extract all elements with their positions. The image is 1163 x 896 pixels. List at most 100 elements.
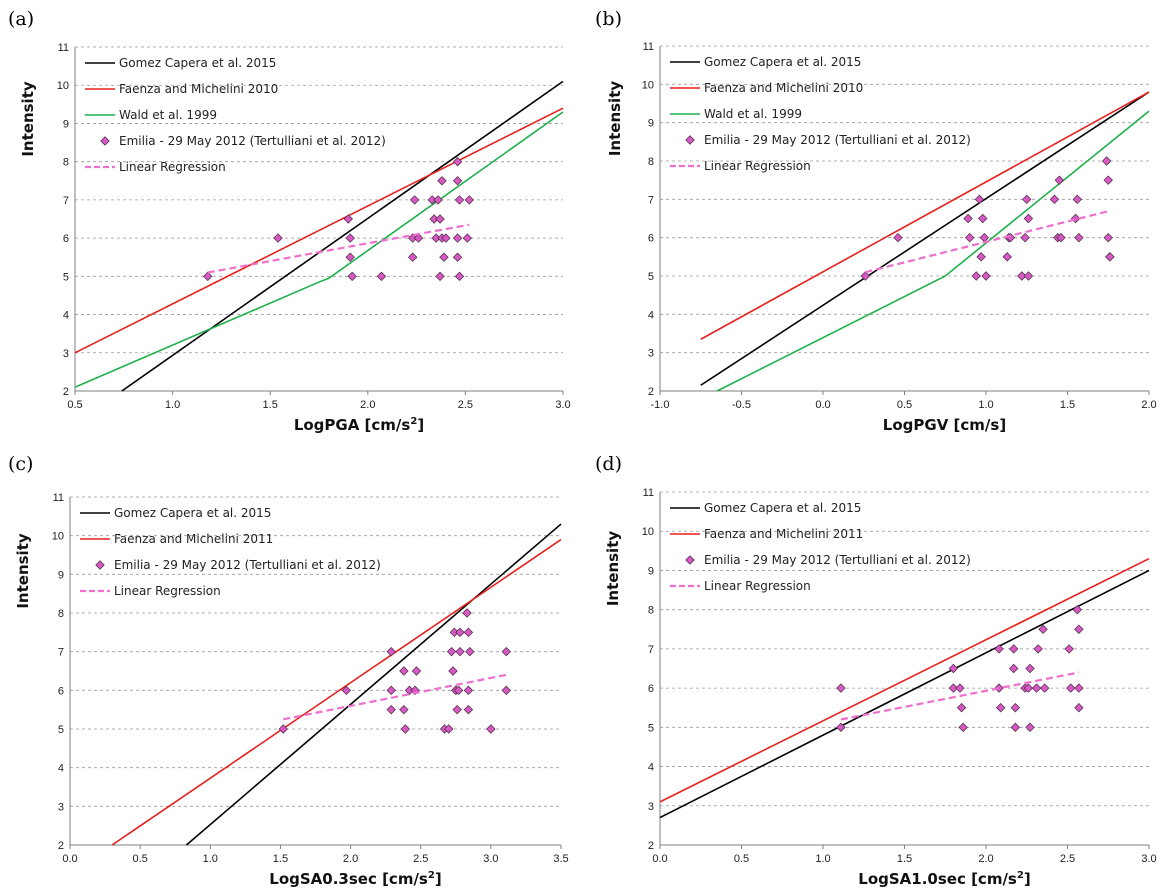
x-axis-title: LogSA1.0sec [cm/s2] xyxy=(858,870,1030,888)
data-point xyxy=(411,666,422,676)
x-tick-label: 3.0 xyxy=(555,399,570,411)
data-point xyxy=(345,233,355,243)
data-point xyxy=(1023,213,1034,224)
series-line xyxy=(700,91,1150,340)
x-tick-label: 3.0 xyxy=(1141,853,1156,865)
series-line xyxy=(283,673,507,721)
x-tick-label: 1.5 xyxy=(897,853,912,865)
data-point xyxy=(1072,194,1082,205)
y-tick-label: 8 xyxy=(648,156,654,168)
y-tick-label: 11 xyxy=(643,41,654,53)
legend-label: Emilia - 29 May 2012 (Tertulliani et al.… xyxy=(704,133,971,147)
series-line xyxy=(716,110,1150,392)
data-point xyxy=(452,704,462,715)
legend-label: Faenza and Michelini 2011 xyxy=(114,532,273,546)
y-axis-title: Intensity xyxy=(14,533,32,609)
x-tick-label: 3.5 xyxy=(553,853,568,865)
legend-label: Emilia - 29 May 2012 (Tertulliani et al.… xyxy=(119,134,386,148)
data-point xyxy=(971,271,981,281)
y-tick-label: 7 xyxy=(63,195,69,207)
legend-marker xyxy=(685,555,695,565)
x-tick-label: 0.5 xyxy=(132,853,147,865)
data-point xyxy=(893,232,903,243)
y-tick-label: 3 xyxy=(648,801,654,813)
data-point xyxy=(958,722,968,733)
data-point xyxy=(836,722,846,733)
x-tick-label: 2.0 xyxy=(360,399,375,411)
data-point xyxy=(455,646,465,657)
chart-panel-d: (d) 2 3 4 5 6 7 8 9 10 11 0.0 0.5 1.0 1.5 2.0 2.5 3.0 LogS… xyxy=(595,453,1157,888)
series-line xyxy=(185,523,562,846)
data-point xyxy=(454,195,465,205)
y-tick-label: 5 xyxy=(648,271,654,283)
y-tick-label: 3 xyxy=(58,801,64,813)
data-point xyxy=(455,627,465,638)
data-point xyxy=(1033,644,1043,654)
data-point xyxy=(463,627,474,638)
legend-label: Faenza and Michelini 2011 xyxy=(704,527,863,541)
data-point xyxy=(1010,703,1021,713)
y-tick-label: 2 xyxy=(648,840,654,852)
data-point xyxy=(444,724,454,734)
data-point xyxy=(278,724,288,734)
y-tick-label: 9 xyxy=(648,565,654,577)
x-tick-label: -0.5 xyxy=(732,399,751,411)
data-point xyxy=(386,685,396,696)
data-point xyxy=(1105,252,1115,262)
data-point xyxy=(453,685,464,696)
y-tick-label: 9 xyxy=(63,118,69,130)
data-point xyxy=(1022,194,1032,205)
data-point xyxy=(994,644,1004,654)
legend-label: Linear Regression xyxy=(114,584,221,598)
series-line xyxy=(865,209,1111,274)
x-tick-label: 0.0 xyxy=(815,399,830,411)
data-point xyxy=(452,233,463,243)
superscript: 2 xyxy=(428,870,435,881)
data-point xyxy=(1064,644,1074,654)
y-tick-label: 2 xyxy=(63,386,69,398)
data-point xyxy=(446,646,457,657)
legend-label: Emilia - 29 May 2012 (Tertulliani et al.… xyxy=(704,553,971,567)
y-tick-label: 10 xyxy=(642,526,654,538)
y-tick-label: 2 xyxy=(58,840,64,852)
data-point xyxy=(441,233,451,243)
series-line xyxy=(207,223,470,274)
y-tick-label: 11 xyxy=(643,487,654,499)
data-point xyxy=(1070,213,1081,224)
legend-label: Linear Regression xyxy=(119,160,226,174)
y-tick-label: 5 xyxy=(58,724,64,736)
series-line xyxy=(840,671,1080,721)
y-tick-label: 4 xyxy=(58,763,64,775)
data-point xyxy=(1101,156,1112,166)
legend-label: Emilia - 29 May 2012 (Tertulliani et al.… xyxy=(114,558,381,572)
data-point xyxy=(341,685,352,696)
legend-label: Faenza and Michelini 2010 xyxy=(119,82,278,96)
data-point xyxy=(1074,624,1084,634)
superscript: 2 xyxy=(1017,870,1024,881)
data-point xyxy=(386,646,396,657)
x-tick-label: 1.5 xyxy=(1060,399,1075,411)
legend-label: Linear Regression xyxy=(704,159,811,173)
y-tick-label: 5 xyxy=(63,271,69,283)
data-point xyxy=(836,683,846,693)
data-point xyxy=(1023,271,1034,281)
data-point xyxy=(1038,624,1048,634)
data-point xyxy=(1072,604,1082,615)
x-tick-label: 2.5 xyxy=(413,853,428,865)
y-tick-label: 7 xyxy=(648,644,654,656)
x-axis-title: LogPGA [cm/s2] xyxy=(294,416,424,434)
x-tick-label: 0.5 xyxy=(897,399,912,411)
data-point xyxy=(956,703,967,713)
data-point xyxy=(435,214,445,224)
y-tick-label: 6 xyxy=(63,233,69,245)
chart-panel-b: (b) 2 3 4 5 6 7 8 9 10 11 -1.0 -0.5 0.0 0.5 1.0 1.5 2.0 Lo… xyxy=(595,8,1157,434)
data-point xyxy=(347,271,357,282)
data-point xyxy=(433,195,443,205)
data-point xyxy=(1074,703,1084,713)
data-point xyxy=(1074,683,1084,693)
panel-label: (c) xyxy=(8,453,33,475)
data-point xyxy=(462,608,472,618)
y-tick-label: 7 xyxy=(58,647,64,659)
panel-label: (d) xyxy=(595,453,622,475)
